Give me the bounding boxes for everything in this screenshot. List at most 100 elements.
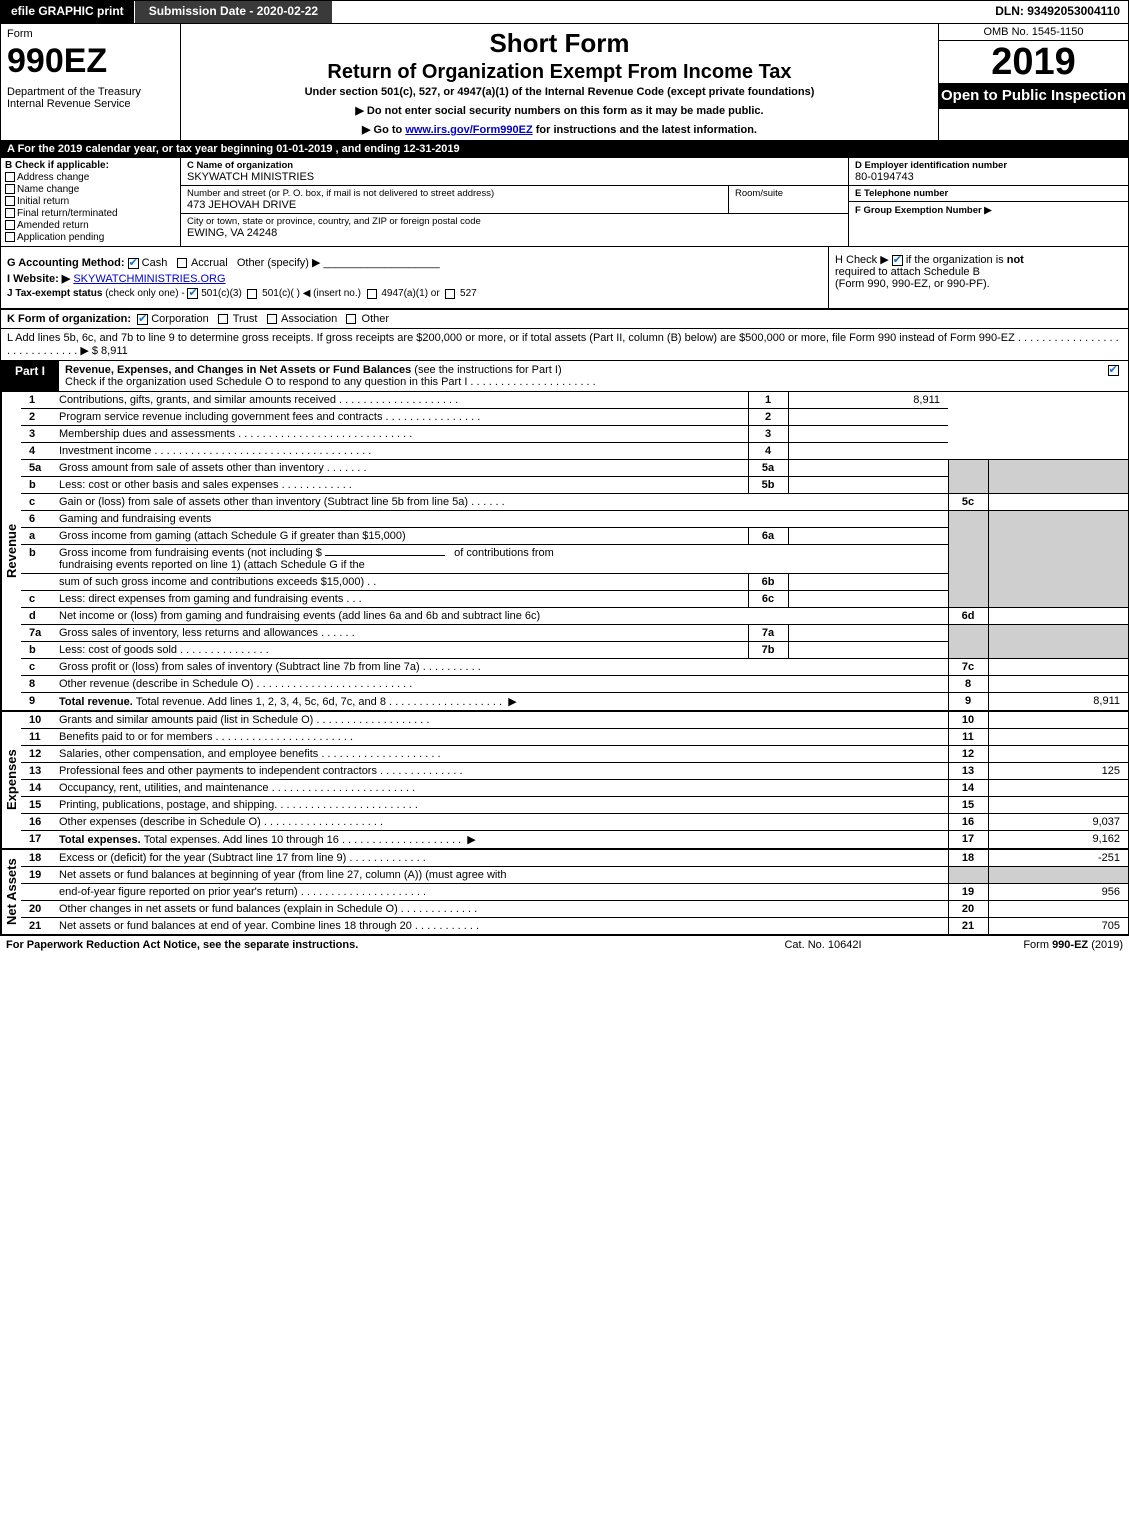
line-6d: dNet income or (loss) from gaming and fu… bbox=[21, 608, 1128, 625]
chk-final-return[interactable]: Final return/terminated bbox=[5, 208, 176, 219]
j-o2: 501(c)( ) ◀ (insert no.) bbox=[262, 288, 361, 299]
line-g: G Accounting Method: Cash Accrual Other … bbox=[7, 256, 822, 269]
phone-label: E Telephone number bbox=[855, 188, 1122, 199]
website-label: I Website: ▶ bbox=[7, 273, 70, 285]
group-exemption-label: F Group Exemption Number ▶ bbox=[855, 205, 992, 216]
dept-label: Department of the Treasury bbox=[7, 86, 174, 98]
chk-name-change[interactable]: Name change bbox=[5, 184, 176, 195]
chk-accrual[interactable] bbox=[177, 258, 187, 268]
line-20: 20Other changes in net assets or fund ba… bbox=[21, 901, 1128, 918]
line-j: J Tax-exempt status (check only one) - 5… bbox=[7, 288, 822, 299]
box-d-e-f: D Employer identification number 80-0194… bbox=[848, 158, 1128, 246]
j-note: (check only one) - bbox=[105, 288, 184, 299]
cat-no: Cat. No. 10642I bbox=[723, 939, 923, 951]
form-label: Form bbox=[7, 28, 174, 40]
line-1: 1Contributions, gifts, grants, and simil… bbox=[21, 392, 1128, 409]
chk-cash[interactable] bbox=[128, 258, 139, 269]
short-form-title: Short Form bbox=[187, 28, 932, 59]
j-o4: 527 bbox=[460, 288, 477, 299]
chk-501c3[interactable] bbox=[187, 288, 198, 299]
line-7c: cGross profit or (loss) from sales of in… bbox=[21, 659, 1128, 676]
h-mid: if the organization is bbox=[906, 254, 1007, 266]
line-4: 4Investment income . . . . . . . . . . .… bbox=[21, 443, 1128, 460]
revenue-section: Revenue 1Contributions, gifts, grants, a… bbox=[1, 392, 1128, 710]
line-17: 17Total expenses. Total expenses. Add li… bbox=[21, 831, 1128, 849]
line-7a: 7aGross sales of inventory, less returns… bbox=[21, 625, 1128, 642]
chk-other-org[interactable] bbox=[346, 314, 356, 324]
efile-print-button[interactable]: efile GRAPHIC print bbox=[1, 1, 135, 23]
line-2: 2Program service revenue including gover… bbox=[21, 409, 1128, 426]
netassets-side-label: Net Assets bbox=[1, 850, 21, 934]
line-19a: 19Net assets or fund balances at beginni… bbox=[21, 867, 1128, 884]
addr-label: Number and street (or P. O. box, if mail… bbox=[187, 188, 722, 199]
line-7b: bLess: cost of goods sold . . . . . . . … bbox=[21, 642, 1128, 659]
line-5a: 5aGross amount from sale of assets other… bbox=[21, 460, 1128, 477]
under-section: Under section 501(c), 527, or 4947(a)(1)… bbox=[187, 86, 932, 98]
city-state-zip: EWING, VA 24248 bbox=[187, 227, 842, 239]
line-8: 8Other revenue (describe in Schedule O) … bbox=[21, 676, 1128, 693]
expenses-section: Expenses 10Grants and similar amounts pa… bbox=[1, 710, 1128, 848]
chk-corp[interactable] bbox=[137, 314, 148, 325]
part1-header: Part I Revenue, Expenses, and Changes in… bbox=[1, 360, 1128, 392]
submission-date: Submission Date - 2020-02-22 bbox=[135, 1, 332, 23]
chk-initial-return[interactable]: Initial return bbox=[5, 196, 176, 207]
chk-assoc[interactable] bbox=[267, 314, 277, 324]
ssn-warning: ▶ Do not enter social security numbers o… bbox=[187, 104, 932, 117]
part1-sub: Check if the organization used Schedule … bbox=[65, 376, 596, 388]
expenses-side-label: Expenses bbox=[1, 712, 21, 848]
k-o3: Association bbox=[281, 313, 337, 325]
g-label: G Accounting Method: bbox=[7, 257, 125, 269]
chk-amended[interactable]: Amended return bbox=[5, 220, 176, 231]
line-13: 13Professional fees and other payments t… bbox=[21, 763, 1128, 780]
line-6: 6Gaming and fundraising events bbox=[21, 511, 1128, 528]
k-label: K Form of organization: bbox=[7, 313, 131, 325]
l-text: L Add lines 5b, 6c, and 7b to line 9 to … bbox=[7, 332, 1119, 357]
form-footer: For Paperwork Reduction Act Notice, see … bbox=[0, 935, 1129, 954]
omb-number: OMB No. 1545-1150 bbox=[939, 24, 1128, 41]
city-label: City or town, state or province, country… bbox=[187, 216, 842, 227]
ein-value: 80-0194743 bbox=[855, 171, 1122, 183]
line-9: 9Total revenue. Total revenue. Add lines… bbox=[21, 693, 1128, 711]
box-b-title: B Check if applicable: bbox=[5, 160, 176, 171]
goto-post: for instructions and the latest informat… bbox=[533, 124, 757, 136]
chk-address-change[interactable]: Address change bbox=[5, 172, 176, 183]
line-18: 18Excess or (deficit) for the year (Subt… bbox=[21, 850, 1128, 867]
form-header: Form 990EZ Department of the Treasury In… bbox=[1, 24, 1128, 140]
j-o3: 4947(a)(1) or bbox=[381, 288, 439, 299]
ein-label: D Employer identification number bbox=[855, 160, 1122, 171]
chk-527[interactable] bbox=[445, 289, 455, 299]
website-link[interactable]: SKYWATCHMINISTRIES.ORG bbox=[73, 273, 225, 285]
line-19b: end-of-year figure reported on prior yea… bbox=[21, 884, 1128, 901]
line-15: 15Printing, publications, postage, and s… bbox=[21, 797, 1128, 814]
other-label: Other (specify) ▶ bbox=[237, 257, 321, 269]
chk-trust[interactable] bbox=[218, 314, 228, 324]
line-3: 3Membership dues and assessments . . . .… bbox=[21, 426, 1128, 443]
goto-pre: ▶ Go to bbox=[362, 124, 405, 136]
h-l2: required to attach Schedule B bbox=[835, 266, 980, 278]
l-amount: 8,911 bbox=[101, 345, 128, 357]
top-bar: efile GRAPHIC print Submission Date - 20… bbox=[0, 0, 1129, 24]
revenue-side-label: Revenue bbox=[1, 392, 21, 710]
line-6b: b Gross income from fundraising events (… bbox=[21, 545, 1128, 574]
k-o2: Trust bbox=[233, 313, 258, 325]
line-11: 11Benefits paid to or for members . . . … bbox=[21, 729, 1128, 746]
street-address: 473 JEHOVAH DRIVE bbox=[187, 199, 722, 211]
box-h: H Check ▶ if the organization is not req… bbox=[828, 247, 1128, 308]
return-title: Return of Organization Exempt From Incom… bbox=[187, 61, 932, 84]
chk-part1-schedo[interactable] bbox=[1108, 365, 1119, 376]
chk-pending[interactable]: Application pending bbox=[5, 232, 176, 243]
h-pre: H Check ▶ bbox=[835, 254, 892, 266]
j-label: J Tax-exempt status bbox=[7, 288, 102, 299]
line-6c: cLess: direct expenses from gaming and f… bbox=[21, 591, 1128, 608]
j-o1: 501(c)(3) bbox=[201, 288, 242, 299]
chk-4947[interactable] bbox=[367, 289, 377, 299]
net-assets-section: Net Assets 18Excess or (deficit) for the… bbox=[1, 848, 1128, 934]
irs-label: Internal Revenue Service bbox=[7, 98, 174, 110]
line-k: K Form of organization: Corporation Trus… bbox=[1, 309, 1128, 328]
chk-h[interactable] bbox=[892, 255, 903, 266]
tax-year: 2019 bbox=[939, 41, 1128, 83]
part1-tag: Part I bbox=[1, 361, 59, 391]
cash-label: Cash bbox=[142, 257, 168, 269]
irs-link[interactable]: www.irs.gov/Form990EZ bbox=[405, 124, 532, 136]
chk-501c[interactable] bbox=[247, 289, 257, 299]
